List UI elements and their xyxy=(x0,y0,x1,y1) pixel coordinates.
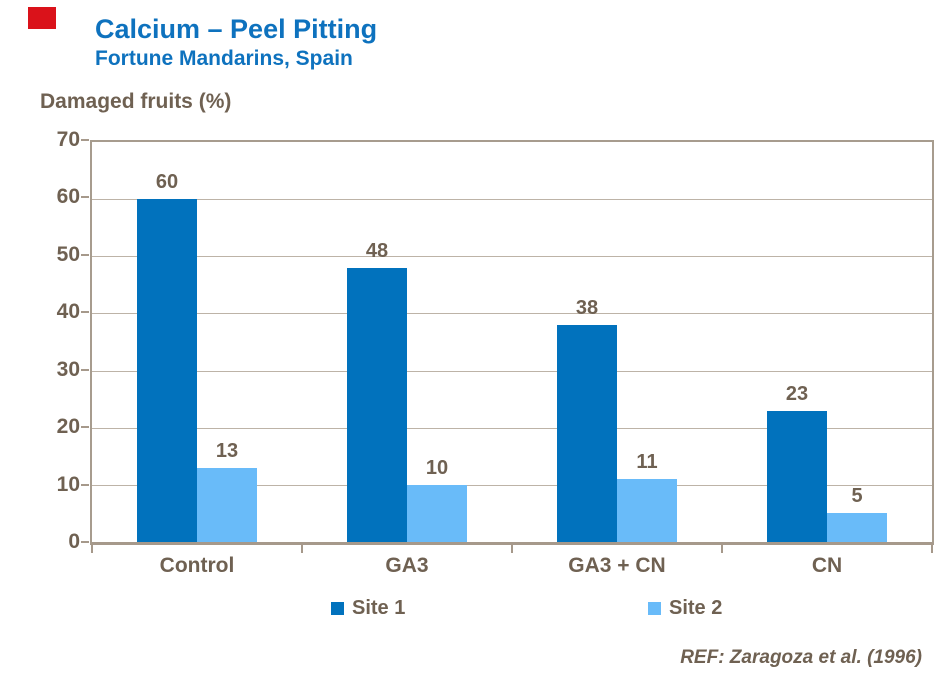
bar-site2 xyxy=(617,479,677,542)
chart-subtitle: Fortune Mandarins, Spain xyxy=(95,47,353,70)
bar-value-label: 10 xyxy=(425,456,449,479)
y-axis-label: 40 xyxy=(56,300,80,324)
y-axis-label: 60 xyxy=(56,185,80,209)
bar-value-label: 5 xyxy=(851,485,863,508)
y-axis-tick xyxy=(81,196,89,199)
x-axis-tick xyxy=(721,545,723,553)
x-axis-tick xyxy=(91,545,93,553)
x-axis-tick xyxy=(511,545,513,553)
y-axis-label: 30 xyxy=(56,357,80,381)
legend-swatch-site1 xyxy=(331,602,344,615)
bar-value-label: 23 xyxy=(785,382,809,405)
bar-site1 xyxy=(767,410,827,542)
reference-text: REF: Zaragoza et al. (1996) xyxy=(680,647,922,668)
y-axis-tick xyxy=(81,311,89,314)
legend-entry-site1: Site 1 xyxy=(331,597,405,620)
legend-label-site2: Site 2 xyxy=(669,597,723,619)
category-label: GA3 xyxy=(385,554,429,577)
plot-area: 60 13 48 10 38 11 23 5 xyxy=(90,140,934,545)
y-axis-label: 50 xyxy=(56,242,80,266)
gridline xyxy=(92,313,932,315)
bar-value-label: 60 xyxy=(155,171,179,194)
chart-title: Calcium – Peel Pitting xyxy=(95,14,378,44)
gridline xyxy=(92,199,932,201)
y-axis-title: Damaged fruits (%) xyxy=(40,90,232,113)
bar-site2 xyxy=(197,467,257,542)
y-axis-label: 0 xyxy=(68,530,80,553)
legend-label-site1: Site 1 xyxy=(352,597,406,619)
gridline xyxy=(92,370,932,372)
legend-entry-site2: Site 2 xyxy=(648,597,722,620)
category-label: GA3 + CN xyxy=(568,554,666,577)
category-label: CN xyxy=(811,554,843,577)
bar-value-label: 11 xyxy=(636,451,658,474)
y-axis-label: 10 xyxy=(56,472,80,496)
gridline xyxy=(92,256,932,258)
gridline xyxy=(92,427,932,429)
y-axis-label: 70 xyxy=(56,128,80,151)
bar-value-label: 38 xyxy=(575,296,599,319)
gridline xyxy=(92,484,932,486)
chart-header: Calcium – Peel Pitting Fortune Mandarins… xyxy=(95,13,377,71)
y-axis-label: 20 xyxy=(56,415,80,439)
red-accent-square xyxy=(28,7,56,29)
bar-site2 xyxy=(407,484,467,542)
bar-value-label: 48 xyxy=(365,239,389,262)
bar-value-label: 13 xyxy=(215,439,239,462)
bar-site1 xyxy=(137,199,197,542)
y-axis-tick xyxy=(81,541,89,543)
bar-site1 xyxy=(347,267,407,542)
y-axis-tick xyxy=(81,483,89,486)
bar-site2 xyxy=(827,513,887,542)
category-label: Control xyxy=(159,554,235,577)
y-axis-tick xyxy=(81,426,89,429)
x-axis-tick xyxy=(301,545,303,553)
x-axis-tick xyxy=(931,545,933,553)
y-axis-tick xyxy=(81,139,89,141)
bar-site1 xyxy=(557,324,617,542)
y-axis-tick xyxy=(81,368,89,371)
y-axis-tick xyxy=(81,253,89,256)
legend-swatch-site2 xyxy=(648,602,661,615)
